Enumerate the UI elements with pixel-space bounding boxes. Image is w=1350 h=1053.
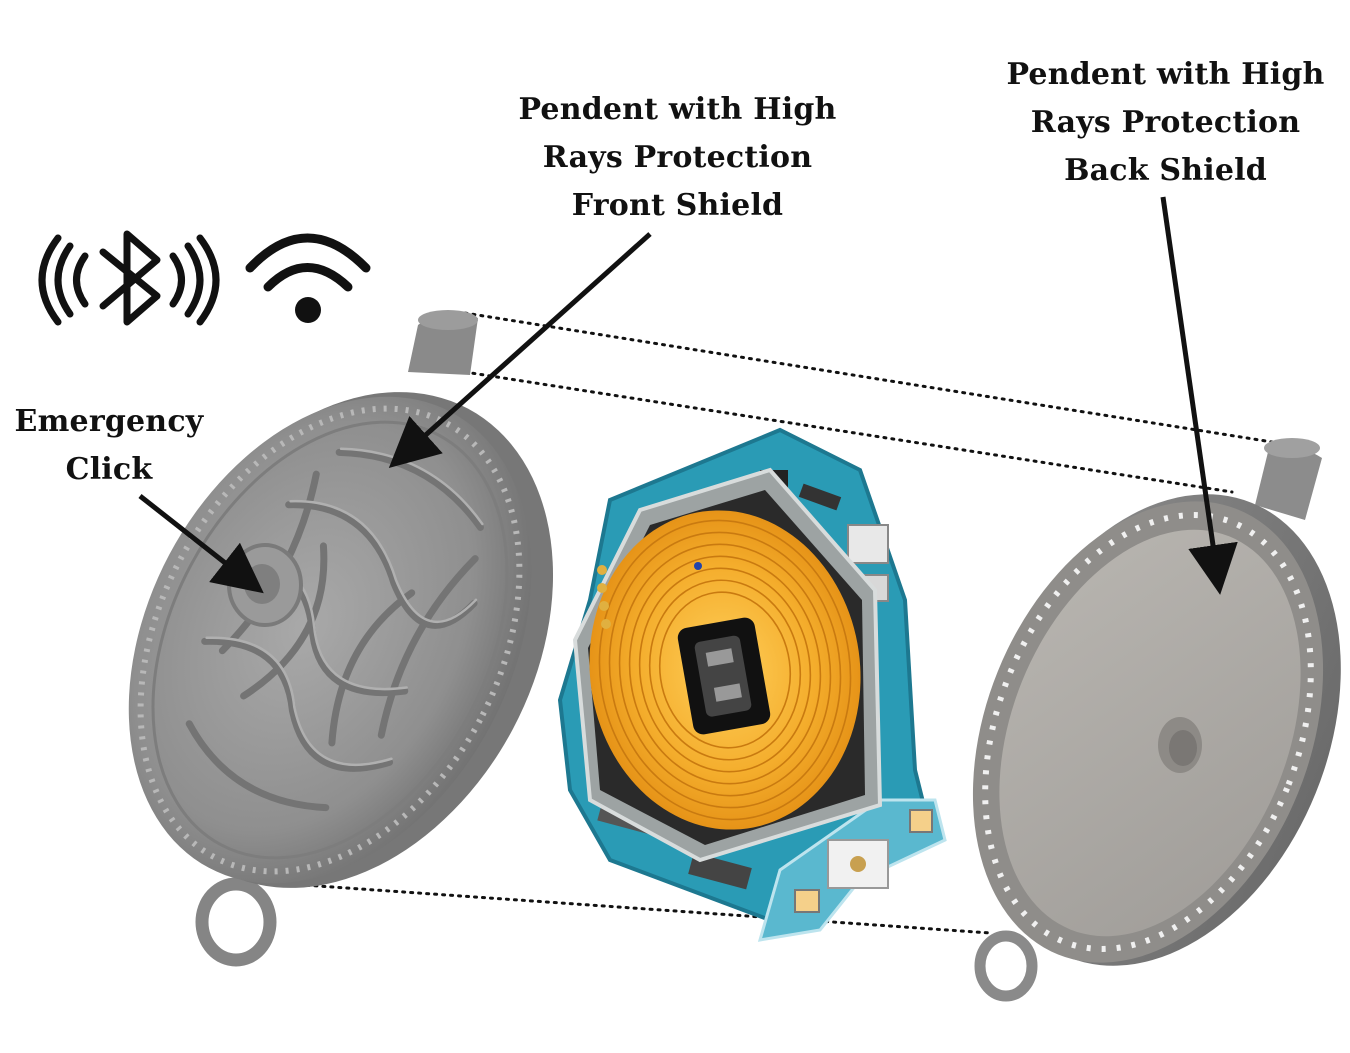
front-shield-label-line-2: Rays Protection: [542, 140, 813, 175]
front-shield-label-line-1: Pendent with High: [518, 92, 837, 127]
back-shield-label-line-1: Pendent with High: [1006, 57, 1325, 92]
back-shield-pendant: [972, 438, 1341, 1002]
front-shield-label-line-3: Front Shield: [571, 188, 784, 223]
emergency-click-label-line-1: Emergency: [14, 404, 204, 439]
back-shield-label-line-3: Back Shield: [1064, 153, 1267, 188]
arrow-front-shield: [388, 232, 652, 469]
bluetooth-icon: [38, 230, 220, 326]
emergency-click-label: Emergency Click: [0, 398, 218, 494]
wifi-icon: [245, 233, 371, 323]
pcb-board: [557, 427, 947, 942]
arrow-back-shield: [1160, 196, 1238, 595]
emergency-click-label-line-2: Click: [65, 452, 153, 487]
front-shield-label: Pendent with High Rays Protection Front …: [480, 86, 875, 230]
front-shield-pendant: [128, 310, 554, 967]
back-shield-label: Pendent with High Rays Protection Back S…: [968, 51, 1350, 195]
arrow-emergency-click: [138, 494, 264, 594]
dotted-guide-lines: [273, 311, 1274, 935]
back-shield-label-line-2: Rays Protection: [1030, 105, 1301, 140]
